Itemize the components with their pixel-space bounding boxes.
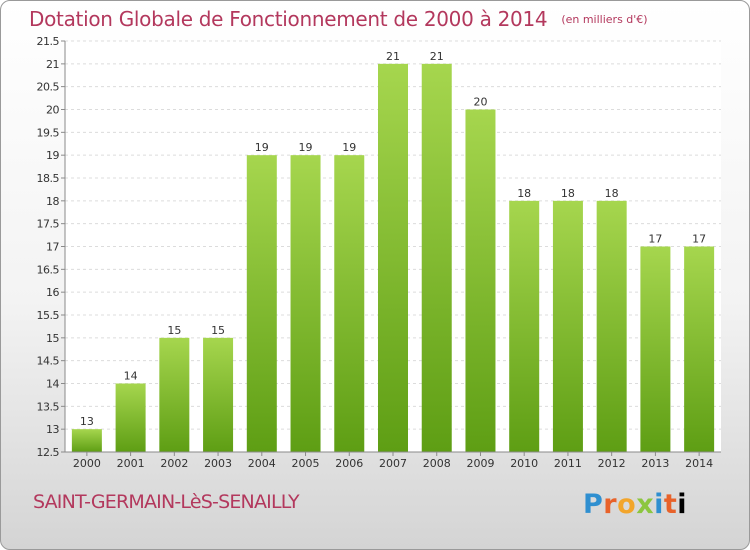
bar-value-label: 18: [605, 187, 619, 200]
y-tick-label: 20: [46, 104, 59, 117]
y-tick-label: 15: [46, 332, 59, 345]
bar: [552, 200, 583, 452]
y-tick-label: 18.5: [37, 172, 60, 185]
x-tick-label: 2004: [248, 457, 276, 470]
x-tick-label: 2012: [598, 457, 626, 470]
bar: [290, 155, 321, 452]
y-tick-label: 18: [46, 195, 59, 208]
bar: [203, 337, 234, 452]
y-tick-label: 17.5: [37, 218, 60, 231]
y-tick-label: 16: [46, 286, 59, 299]
bar-value-label: 15: [211, 324, 225, 337]
bar: [159, 337, 190, 452]
logo-letter: x: [636, 489, 655, 520]
bar: [246, 155, 277, 452]
bar: [465, 109, 496, 452]
bar: [684, 246, 715, 452]
bar: [640, 246, 671, 452]
y-tick-label: 15.5: [37, 309, 60, 322]
x-tick-label: 2003: [204, 457, 232, 470]
bar: [596, 200, 627, 452]
proxiti-logo: Proxiti: [583, 489, 687, 520]
x-tick-label: 2001: [117, 457, 145, 470]
y-tick-label: 21.5: [37, 35, 60, 48]
bar: [509, 200, 540, 452]
bar-value-label: 17: [648, 233, 662, 246]
bar: [71, 429, 102, 452]
x-tick-label: 2014: [685, 457, 713, 470]
bars: 13 14 15 15 19 19 19 21 21 20 18 18 18 17 17: [71, 50, 715, 452]
x-tick-label: 2013: [641, 457, 669, 470]
y-tick-label: 20.5: [37, 81, 60, 94]
y-tick-label: 14: [46, 378, 59, 391]
y-tick-label: 13.5: [37, 400, 60, 413]
logo-letter: i: [677, 489, 688, 520]
x-tick-label: 2011: [554, 457, 582, 470]
bar-value-label: 21: [386, 50, 400, 63]
chart-title: Dotation Globale de Fonctionnement de 20…: [29, 7, 648, 31]
bar: [334, 155, 365, 452]
logo-letter: t: [663, 489, 678, 520]
bar-value-label: 14: [124, 370, 138, 383]
chart-title-text: Dotation Globale de Fonctionnement de 20…: [29, 7, 548, 31]
bar-value-label: 15: [167, 324, 181, 337]
y-tick-label: 21: [46, 58, 59, 71]
bar: [115, 383, 146, 452]
bar-value-label: 19: [299, 141, 313, 154]
logo-letter: i: [654, 489, 664, 520]
y-tick-label: 19.5: [37, 126, 60, 139]
x-tick-label: 2005: [292, 457, 320, 470]
bar-value-label: 13: [80, 415, 94, 428]
x-tick-label: 2010: [510, 457, 538, 470]
x-tick-label: 2002: [160, 457, 188, 470]
x-tick-label: 2008: [423, 457, 451, 470]
commune-name: SAINT-GERMAIN-LèS-SENAILLY: [33, 491, 300, 513]
bar: [421, 63, 452, 452]
chart-unit: (en milliers d'€): [561, 13, 648, 26]
logo-letter: r: [603, 489, 618, 520]
bar-value-label: 19: [342, 141, 356, 154]
logo-letter: o: [617, 489, 637, 520]
y-tick-label: 13: [46, 423, 59, 436]
x-tick-label: 2000: [73, 457, 101, 470]
y-tick-label: 17: [46, 241, 59, 254]
bar-value-label: 21: [430, 50, 444, 63]
bar-value-label: 18: [561, 187, 575, 200]
bar-value-label: 17: [692, 233, 706, 246]
y-tick-label: 14.5: [37, 355, 60, 368]
y-tick-label: 16.5: [37, 263, 60, 276]
x-tick-label: 2006: [335, 457, 363, 470]
bar-value-label: 18: [517, 187, 531, 200]
x-tick-label: 2007: [379, 457, 407, 470]
bar-value-label: 20: [473, 96, 487, 109]
bar-value-label: 19: [255, 141, 269, 154]
y-axis-labels: 12.5 13 13.5 14 14.5 15 15.5 16 16.5 17 17.5 18 18.5…: [37, 35, 60, 459]
y-tick-label: 12.5: [37, 446, 60, 459]
logo-letter: P: [583, 489, 604, 520]
x-tick-label: 2009: [466, 457, 494, 470]
x-axis-labels: 2000 2001 2002 2003 2004 2005 2006 2007 2008 2009…: [73, 452, 713, 470]
bar: [378, 63, 408, 452]
y-tick-label: 19: [46, 149, 59, 162]
